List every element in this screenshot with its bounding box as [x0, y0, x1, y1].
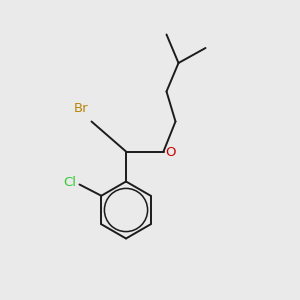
Text: Cl: Cl [64, 176, 76, 190]
Text: Br: Br [74, 103, 88, 116]
Text: O: O [165, 146, 175, 160]
